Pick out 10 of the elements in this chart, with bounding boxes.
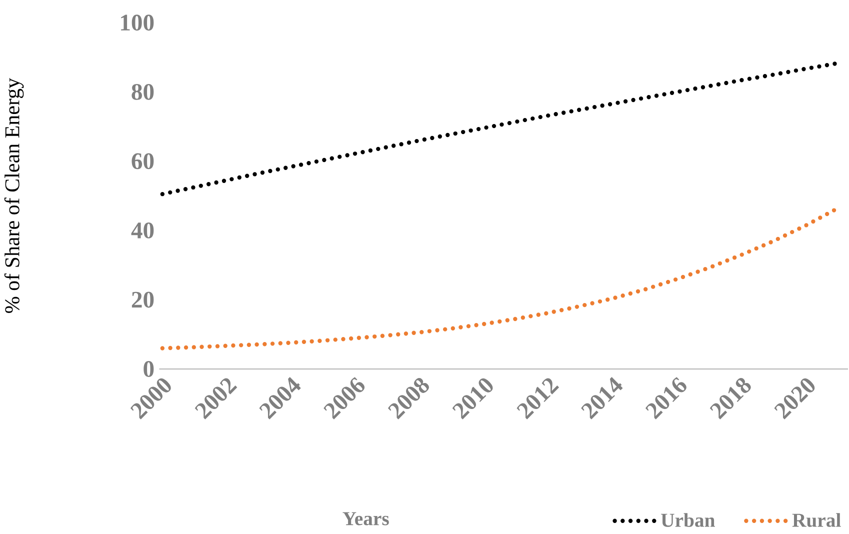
y-tick-label: 60 <box>132 153 154 170</box>
y-tick-label: 40 <box>131 222 154 238</box>
y-tick-label: 0 <box>144 361 154 378</box>
y-tick-label: 80 <box>132 84 154 100</box>
y-tick-label: 100 <box>121 14 154 31</box>
y-axis-title: % of Share of Clean Energy <box>4 78 24 313</box>
legend-label: Urban <box>661 513 715 527</box>
legend-label: Rural <box>792 513 841 527</box>
x-axis-title: Years <box>342 512 389 526</box>
y-tick-label: 20 <box>132 292 154 308</box>
